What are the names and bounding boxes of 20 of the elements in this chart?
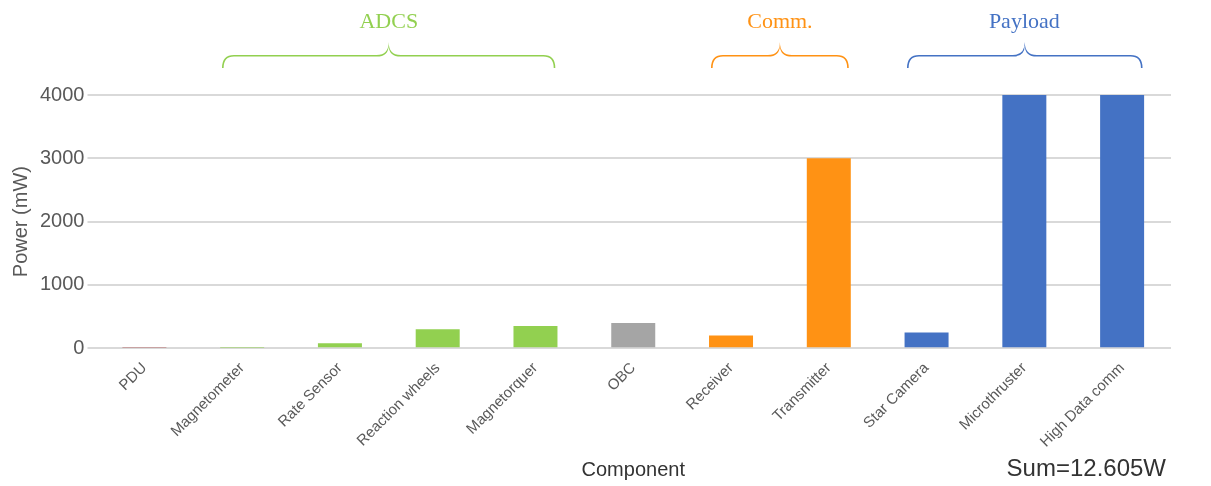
- text: ADCS: [359, 8, 419, 34]
- y-tick-label: 2000: [39, 209, 85, 232]
- bar: [904, 332, 949, 348]
- y-tick-label: 0: [73, 335, 85, 358]
- bar: [415, 329, 460, 348]
- bar: [513, 326, 558, 348]
- text: Sum=12.605W: [1006, 454, 1166, 482]
- bar: [709, 335, 754, 348]
- y-tick-label: 3000: [39, 145, 85, 168]
- bar: [611, 322, 656, 348]
- bar: [1002, 95, 1047, 348]
- x-axis-title: Component: [581, 457, 686, 480]
- y-tick-label: 1000: [39, 272, 85, 295]
- y-axis-title: Power (mW): [8, 166, 31, 278]
- text: Payload: [988, 8, 1060, 34]
- bar: [317, 343, 362, 348]
- bar: [806, 158, 851, 348]
- text: Comm.: [747, 8, 813, 34]
- bar: [1100, 95, 1145, 348]
- y-tick-label: 4000: [39, 82, 85, 105]
